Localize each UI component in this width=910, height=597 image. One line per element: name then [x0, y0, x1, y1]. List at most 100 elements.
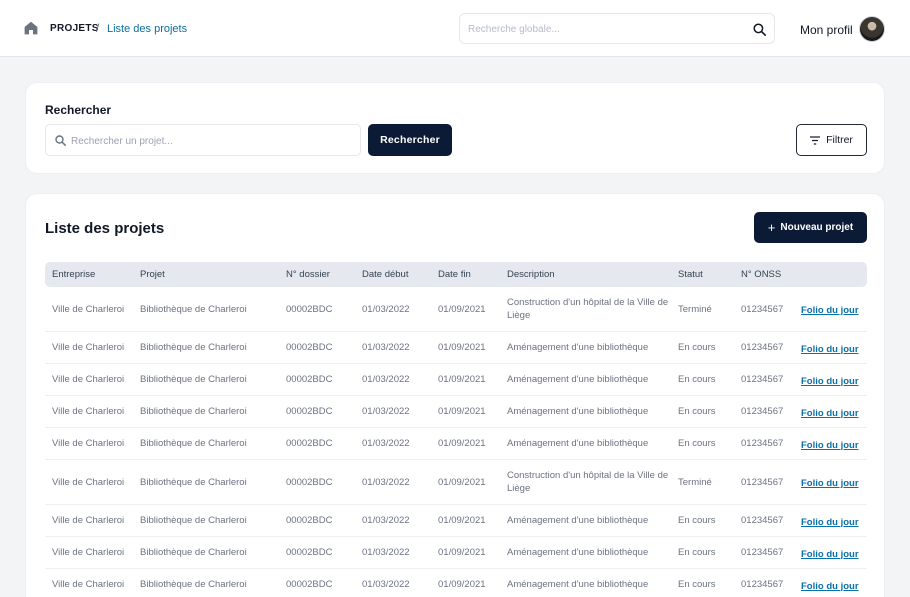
cell-statut: En cours [678, 374, 716, 385]
top-bar: PROJETS / Liste des projets Mon profil [0, 0, 910, 57]
project-search-input[interactable] [71, 133, 351, 149]
cell-description: Aménagement d'une bibliothèque [507, 579, 649, 590]
cell-date-debut: 01/03/2022 [362, 515, 410, 526]
cell-date-fin: 01/09/2021 [438, 547, 486, 558]
search-icon [55, 135, 66, 146]
cell-description: Aménagement d'une bibliothèque [507, 438, 649, 449]
profile-link[interactable]: Mon profil [800, 23, 853, 37]
cell-date-debut: 01/03/2022 [362, 303, 410, 315]
folio-link[interactable]: Folio du jour [801, 548, 859, 560]
cell-dossier: 00002BDC [286, 374, 333, 385]
new-project-label: Nouveau projet [780, 222, 854, 233]
cell-date-fin: 01/09/2021 [438, 303, 486, 315]
cell-statut: En cours [678, 406, 716, 417]
folio-link[interactable]: Folio du jour [801, 580, 859, 592]
global-search-input[interactable] [468, 21, 738, 37]
cell-dossier: 00002BDC [286, 515, 333, 526]
folio-link[interactable]: Folio du jour [801, 305, 859, 316]
cell-date-fin: 01/09/2021 [438, 342, 486, 353]
cell-description: Construction d'un hôpital de la Ville de… [507, 297, 669, 321]
cell-statut: Terminé [678, 303, 712, 315]
cell-entreprise: Ville de Charleroi [52, 579, 125, 590]
cell-entreprise: Ville de Charleroi [52, 547, 125, 558]
folio-link[interactable]: Folio du jour [801, 439, 859, 451]
cell-statut: En cours [678, 547, 716, 558]
table-row[interactable]: Ville de Charleroi Bibliothèque de Charl… [45, 460, 867, 505]
column-header[interactable]: N° ONSS [741, 269, 782, 280]
cell-date-debut: 01/03/2022 [362, 438, 410, 449]
cell-description: Aménagement d'une bibliothèque [507, 406, 649, 417]
cell-entreprise: Ville de Charleroi [52, 374, 125, 385]
search-card: Rechercher Rechercher Filtrer [25, 82, 885, 174]
table-row[interactable]: Ville de Charleroi Bibliothèque de Charl… [45, 537, 867, 569]
cell-date-debut: 01/03/2022 [362, 579, 410, 590]
cell-date-fin: 01/09/2021 [438, 438, 486, 449]
project-list-card: Liste des projets + Nouveau projet Entre… [25, 193, 885, 597]
column-header[interactable]: Date début [362, 269, 409, 280]
table-row[interactable]: Ville de Charleroi Bibliothèque de Charl… [45, 364, 867, 396]
cell-entreprise: Ville de Charleroi [52, 406, 125, 417]
search-button[interactable]: Rechercher [368, 124, 452, 156]
cell-entreprise: Ville de Charleroi [52, 515, 125, 526]
folio-link[interactable]: Folio du jour [801, 516, 859, 528]
breadcrumb-root[interactable]: PROJETS [50, 23, 99, 34]
table-row[interactable]: Ville de Charleroi Bibliothèque de Charl… [45, 287, 867, 332]
cell-date-fin: 01/09/2021 [438, 406, 486, 417]
column-header[interactable]: Date fin [438, 269, 471, 280]
cell-projet: Bibliothèque de Charleroi [140, 342, 247, 353]
cell-date-fin: 01/09/2021 [438, 579, 486, 590]
project-search-field[interactable] [45, 124, 361, 156]
table-row[interactable]: Ville de Charleroi Bibliothèque de Charl… [45, 396, 867, 428]
cell-onss: 01234567 [741, 515, 784, 526]
table-row[interactable]: Ville de Charleroi Bibliothèque de Charl… [45, 505, 867, 537]
cell-dossier: 00002BDC [286, 303, 333, 315]
cell-projet: Bibliothèque de Charleroi [140, 547, 247, 558]
column-header[interactable]: Projet [140, 269, 165, 280]
search-icon[interactable] [753, 23, 766, 36]
column-header[interactable]: N° dossier [286, 269, 330, 280]
cell-date-fin: 01/09/2021 [438, 374, 486, 385]
cell-entreprise: Ville de Charleroi [52, 438, 125, 449]
table-row[interactable]: Ville de Charleroi Bibliothèque de Charl… [45, 332, 867, 364]
column-header[interactable]: Statut [678, 269, 703, 280]
cell-date-debut: 01/03/2022 [362, 547, 410, 558]
cell-statut: En cours [678, 515, 716, 526]
cell-description: Aménagement d'une bibliothèque [507, 547, 649, 558]
plus-icon: + [767, 220, 776, 235]
cell-entreprise: Ville de Charleroi [52, 476, 125, 488]
cell-dossier: 00002BDC [286, 438, 333, 449]
cell-dossier: 00002BDC [286, 579, 333, 590]
cell-onss: 01234567 [741, 547, 784, 558]
cell-description: Construction d'un hôpital de la Ville de… [507, 470, 669, 494]
column-header[interactable]: Description [507, 269, 555, 280]
column-header[interactable]: Entreprise [52, 269, 96, 280]
breadcrumb-separator: / [96, 21, 100, 35]
cell-statut: En cours [678, 438, 716, 449]
filter-button[interactable]: Filtrer [796, 124, 867, 156]
cell-dossier: 00002BDC [286, 342, 333, 353]
global-search[interactable] [459, 13, 775, 44]
new-project-button[interactable]: + Nouveau projet [754, 212, 867, 243]
cell-onss: 01234567 [741, 303, 784, 315]
cell-date-debut: 01/03/2022 [362, 476, 410, 488]
cell-projet: Bibliothèque de Charleroi [140, 303, 247, 315]
search-title: Rechercher [45, 103, 112, 117]
home-icon[interactable] [24, 21, 38, 35]
cell-description: Aménagement d'une bibliothèque [507, 342, 649, 353]
projects-table: Entreprise Projet N° dossier Date début … [45, 262, 867, 597]
cell-date-debut: 01/03/2022 [362, 342, 410, 353]
cell-date-debut: 01/03/2022 [362, 374, 410, 385]
folio-link[interactable]: Folio du jour [801, 343, 859, 355]
cell-projet: Bibliothèque de Charleroi [140, 374, 247, 385]
table-row[interactable]: Ville de Charleroi Bibliothèque de Charl… [45, 428, 867, 460]
table-row[interactable]: Ville de Charleroi Bibliothèque de Charl… [45, 569, 867, 597]
breadcrumb-current[interactable]: Liste des projets [107, 23, 188, 35]
filter-button-label: Filtrer [826, 134, 853, 146]
cell-onss: 01234567 [741, 579, 784, 590]
folio-link[interactable]: Folio du jour [801, 478, 859, 489]
avatar[interactable] [859, 16, 885, 42]
folio-link[interactable]: Folio du jour [801, 407, 859, 419]
cell-dossier: 00002BDC [286, 406, 333, 417]
cell-statut: En cours [678, 579, 716, 590]
folio-link[interactable]: Folio du jour [801, 375, 859, 387]
